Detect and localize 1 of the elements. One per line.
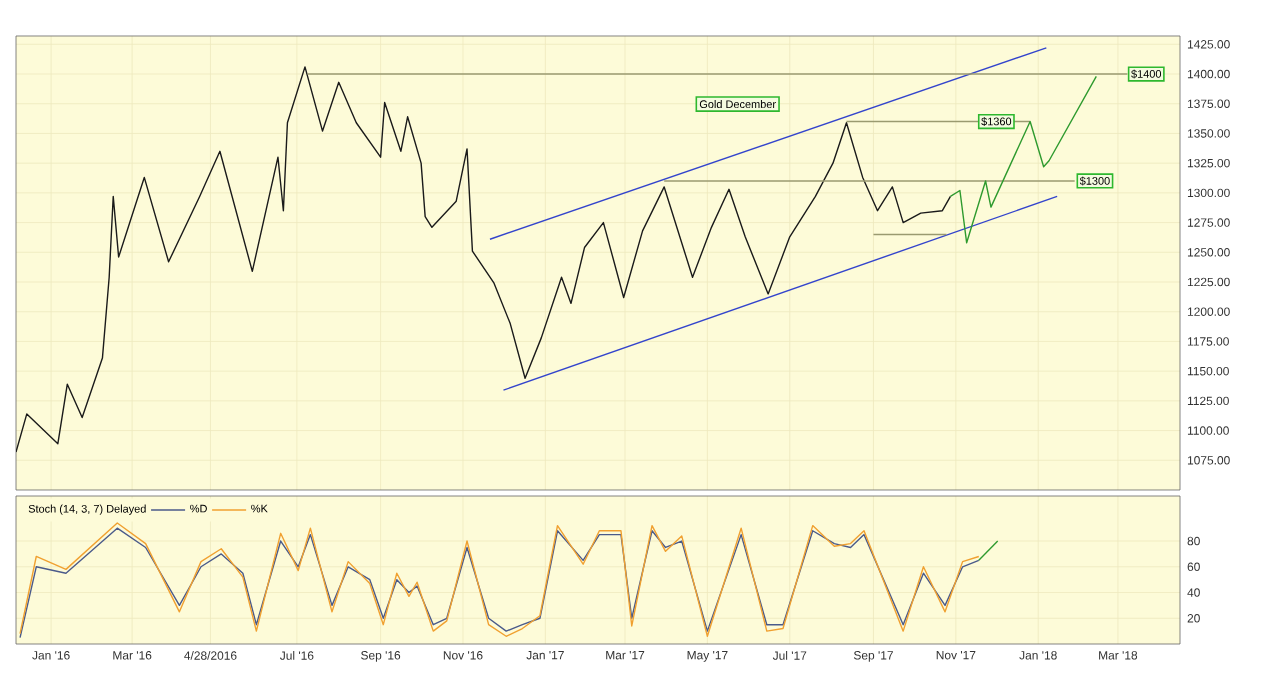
line-series [16, 66, 952, 453]
